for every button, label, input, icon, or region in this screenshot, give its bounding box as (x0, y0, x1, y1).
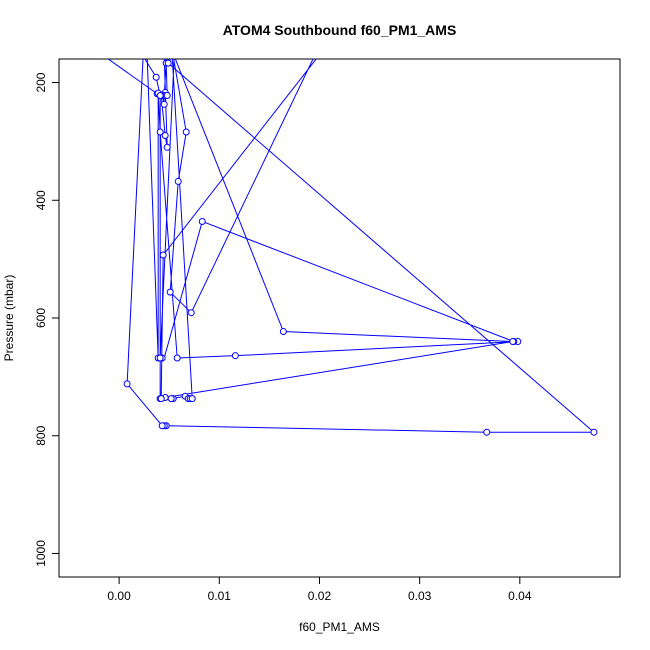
data-point (174, 177, 182, 185)
data-point (188, 395, 196, 403)
data-point (164, 59, 172, 67)
x-tick-label: 0.04 (508, 589, 532, 603)
x-tick-label: 0.02 (308, 589, 332, 603)
data-point (590, 428, 598, 436)
data-point (187, 309, 195, 317)
data-point (231, 352, 239, 360)
x-tick-label: 0.00 (107, 589, 131, 603)
y-axis: 200 400 600 800 1000 (34, 72, 60, 567)
plot-area (107, 59, 598, 436)
data-point (157, 395, 165, 403)
x-axis: 0.00 0.01 0.02 0.03 0.04 (107, 576, 532, 603)
data-point (163, 143, 171, 151)
data-point (160, 100, 168, 108)
y-axis-label: Pressure (mbar) (2, 275, 16, 362)
y-tick-label: 200 (34, 72, 48, 92)
y-tick-label: 400 (34, 190, 48, 210)
data-point (152, 73, 160, 81)
y-tick-label: 600 (34, 308, 48, 328)
series-markers (123, 59, 598, 436)
data-point (166, 288, 174, 296)
y-tick-label: 1000 (34, 540, 48, 567)
data-point (159, 251, 167, 259)
x-tick-label: 0.03 (408, 589, 432, 603)
data-point (483, 428, 491, 436)
data-point (173, 354, 181, 362)
plot-frame (58, 58, 621, 578)
chart-title: ATOM4 Southbound f60_PM1_AMS (223, 22, 457, 38)
x-tick-label: 0.01 (208, 589, 232, 603)
data-point (158, 422, 166, 430)
series-line (107, 59, 596, 433)
x-axis-label: f60_PM1_AMS (299, 620, 380, 634)
data-point (279, 328, 287, 336)
data-point (509, 338, 517, 346)
data-point (182, 128, 190, 136)
data-point (123, 380, 131, 388)
data-point (156, 354, 164, 362)
data-point (163, 91, 171, 99)
data-point (198, 217, 206, 225)
data-point (161, 132, 169, 140)
data-point (156, 128, 164, 136)
y-tick-label: 800 (34, 425, 48, 445)
data-point (156, 91, 164, 99)
data-point (167, 395, 175, 403)
